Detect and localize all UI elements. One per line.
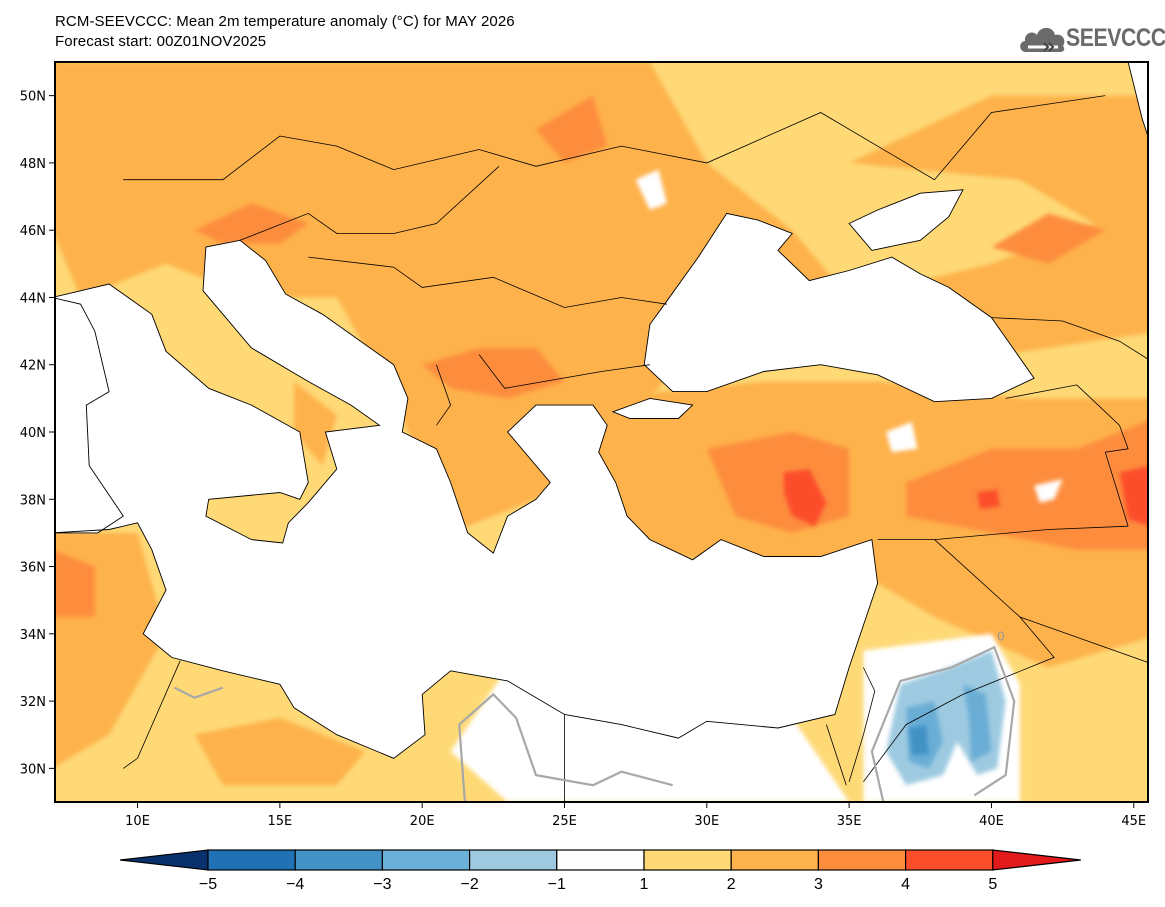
lon-tick-label: 15E xyxy=(267,814,292,829)
colorbar-bin xyxy=(469,849,558,871)
colorbar-bin xyxy=(556,849,645,871)
lon-tick-label: 45E xyxy=(1121,814,1146,829)
lon-tick-label: 25E xyxy=(552,814,577,829)
sea-area xyxy=(612,398,693,419)
colorbar-tick-label: 2 xyxy=(727,876,736,893)
coastline xyxy=(611,397,694,419)
anomaly-region xyxy=(977,489,1000,510)
colorbar-extend-min xyxy=(119,849,209,871)
lat-tick-label: 30N xyxy=(20,762,46,777)
anomaly-region xyxy=(908,724,929,755)
lat-tick-label: 42N xyxy=(20,359,46,374)
anomaly-region xyxy=(635,169,667,210)
colorbar-bin xyxy=(381,849,471,871)
anomaly-region xyxy=(783,469,827,527)
country-border xyxy=(436,364,452,426)
sea-area xyxy=(849,189,963,251)
country-border xyxy=(123,660,181,769)
coastline xyxy=(55,297,124,534)
colorbar-tick-label: −5 xyxy=(199,876,217,893)
country-border xyxy=(991,317,1148,360)
lat-tick-label: 50N xyxy=(20,90,46,105)
country-border xyxy=(1005,384,1129,527)
colorbar-bin xyxy=(643,849,732,871)
colorbar-bin xyxy=(730,849,820,871)
zero-contour: 0 xyxy=(174,630,1016,802)
lat-tick-label: 38N xyxy=(20,493,46,508)
colorbar-tick-label: 5 xyxy=(988,876,997,893)
colorbar-tick-label: −1 xyxy=(548,876,566,893)
anomaly-region xyxy=(849,95,1148,256)
map-plot-area: 0 xyxy=(55,62,1148,802)
zero-contour-label: 0 xyxy=(997,630,1005,644)
country-border xyxy=(123,95,1106,181)
colorbar-bin xyxy=(294,849,384,871)
lat-tick-label: 44N xyxy=(20,291,46,306)
latitude-axis: 50N 48N 46N 44N 42N 40N 38N 36N 34N 32N 30N xyxy=(20,90,55,777)
anomaly-region xyxy=(536,95,608,163)
lon-tick-label: 35E xyxy=(837,814,862,829)
lat-tick-label: 32N xyxy=(20,695,46,710)
colorbar-bin xyxy=(817,849,907,871)
colorbar-tick-label: 3 xyxy=(814,876,823,893)
colorbar-tick-label: −4 xyxy=(286,876,304,893)
lat-tick-label: 40N xyxy=(20,426,46,441)
coastline xyxy=(643,212,1035,403)
country-borders xyxy=(55,62,1148,802)
lon-tick-label: 40E xyxy=(979,814,1004,829)
anomaly-region xyxy=(963,684,992,762)
country-border xyxy=(239,166,500,241)
lon-tick-label: 20E xyxy=(410,814,435,829)
lat-tick-label: 34N xyxy=(20,628,46,643)
zero-contour-line xyxy=(458,692,673,802)
anomaly-region xyxy=(991,213,1106,264)
colorbar-extend-max xyxy=(992,849,1081,871)
colorbar-tick-label: −3 xyxy=(373,876,391,893)
longitude-axis: 10E 15E 20E 25E 30E 35E 40E 45E xyxy=(125,802,1146,829)
colorbar-bin xyxy=(904,849,994,871)
sea-area xyxy=(644,213,1035,402)
coastline xyxy=(55,239,879,759)
anomaly-region xyxy=(55,62,1148,533)
coastline xyxy=(848,189,964,251)
colorbar-tick-label: −2 xyxy=(460,876,478,893)
colorbar: −5 −4 −3 −2 −1 1 2 3 4 5 xyxy=(119,849,1081,893)
country-border xyxy=(863,539,1055,783)
anomaly-region xyxy=(906,420,1148,550)
zero-contour-line xyxy=(174,686,224,699)
zero-contour-line xyxy=(870,645,1016,802)
anomaly-region xyxy=(1119,466,1148,526)
cloud-icon xyxy=(1020,27,1065,52)
anomaly-region xyxy=(194,717,366,786)
country-border xyxy=(1019,616,1148,663)
chart-title: RCM-SEEVCCC: Mean 2m temperature anomaly… xyxy=(55,12,515,52)
title-line-2: Forecast start: 00Z01NOV2025 xyxy=(55,33,267,50)
anomaly-region xyxy=(194,203,309,244)
sea-area xyxy=(55,298,124,533)
lon-tick-label: 30E xyxy=(694,814,719,829)
country-border xyxy=(478,354,650,389)
lat-tick-label: 48N xyxy=(20,157,46,172)
anomaly-region xyxy=(886,421,918,453)
anomaly-region xyxy=(1034,479,1063,503)
lon-tick-label: 10E xyxy=(125,814,150,829)
country-border xyxy=(877,525,1129,540)
country-border xyxy=(308,256,668,308)
title-line-1: RCM-SEEVCCC: Mean 2m temperature anomaly… xyxy=(55,13,515,30)
logo-text: SEEVCCC xyxy=(1066,24,1165,52)
colorbar-tick-label: 1 xyxy=(640,876,649,893)
anomaly-region xyxy=(294,381,337,466)
seevccc-logo: SEEVCCC xyxy=(1018,22,1165,56)
sea-area xyxy=(55,240,878,759)
colorbar-bin xyxy=(207,849,296,871)
country-border xyxy=(848,667,876,782)
anomaly-region xyxy=(55,550,95,617)
sea-mask xyxy=(55,62,1148,759)
colorbar-tick-label: 4 xyxy=(901,876,910,893)
lat-tick-label: 46N xyxy=(20,224,46,239)
lat-tick-label: 36N xyxy=(20,561,46,576)
country-border xyxy=(826,724,847,786)
